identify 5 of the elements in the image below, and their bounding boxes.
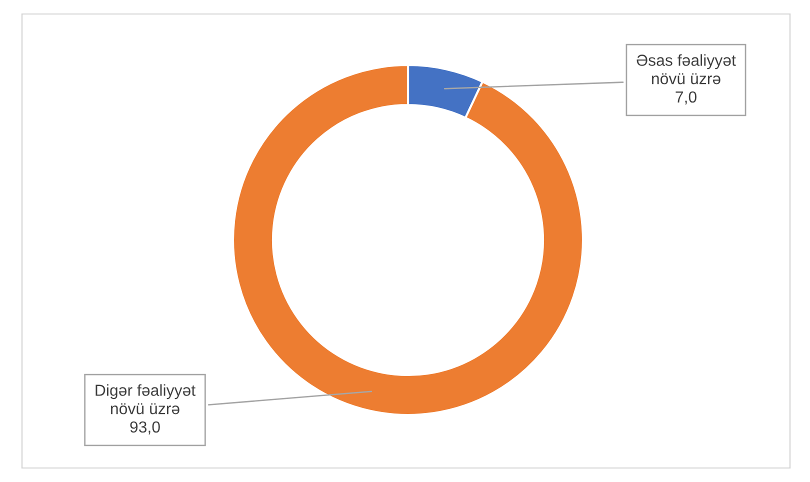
data-label: 7,0 [676,91,696,105]
donut-slice [232,64,584,416]
slice-label: Əsas fəaliyyət növü üzrə [636,54,736,84]
data-label: 93,0 [130,421,160,435]
slice-label: Digər fəaliyyət növü üzrə [96,384,196,414]
